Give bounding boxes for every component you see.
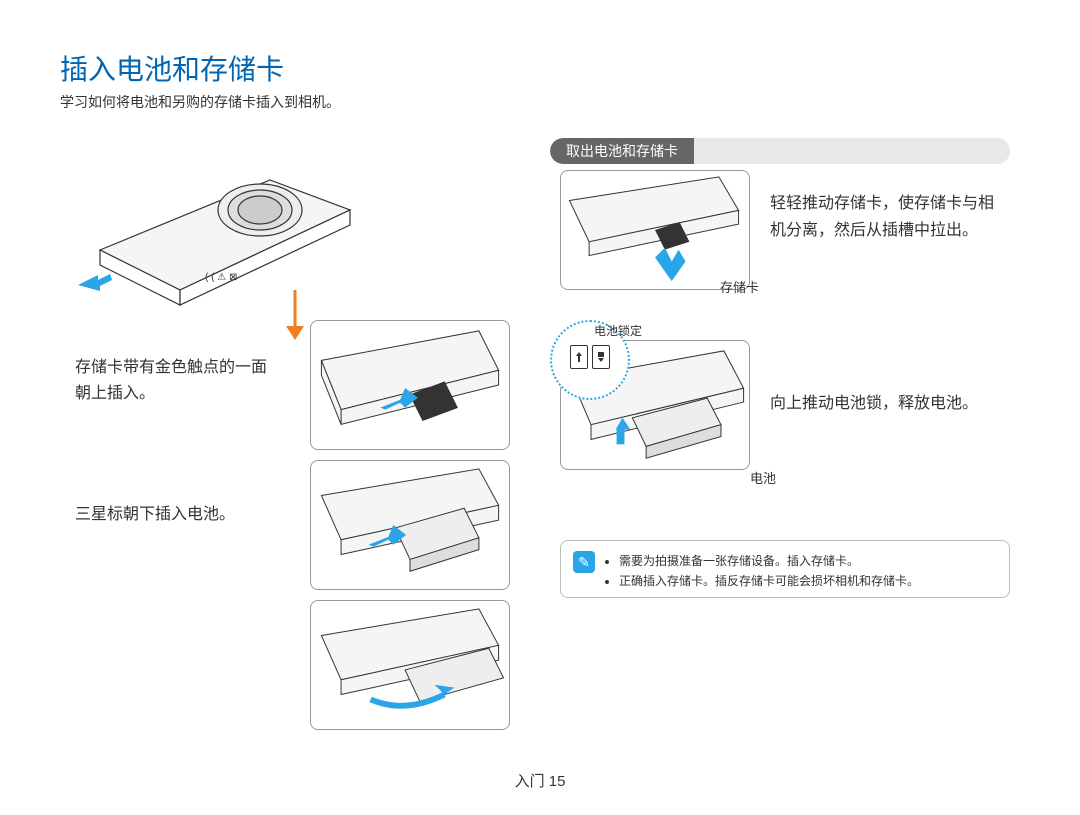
- section-header-bar: [694, 138, 1010, 164]
- note-item-1: 需要为拍摄准备一张存储设备。插入存储卡。: [619, 551, 919, 571]
- inset-card-insert: [310, 320, 510, 450]
- insert-card-line2: 朝上插入。: [75, 385, 155, 402]
- lock-icon: [592, 345, 610, 369]
- section-header-label: 取出电池和存储卡: [550, 138, 694, 164]
- footer-page: 15: [549, 773, 566, 790]
- note-box: ✎ 需要为拍摄准备一张存储设备。插入存储卡。 正确插入存储卡。插反存储卡可能会损…: [560, 540, 1010, 598]
- svg-text:( ( ⚠ ⊠: ( ( ⚠ ⊠: [205, 272, 237, 283]
- page-footer: 入门 15: [0, 770, 1080, 791]
- label-memory-card: 存储卡: [720, 277, 759, 296]
- insert-card-line1: 存储卡带有金色触点的一面: [75, 359, 267, 376]
- inset-remove-card: [560, 170, 750, 290]
- insert-card-instruction: 存储卡带有金色触点的一面 朝上插入。: [75, 355, 275, 406]
- insert-battery-instruction: 三星标朝下插入电池。: [75, 500, 275, 524]
- footer-section: 入门: [515, 773, 545, 790]
- remove-card-instruction: 轻轻推动存储卡，使存储卡与相机分离，然后从插槽中拉出。: [770, 190, 1000, 244]
- lock-icons: [570, 345, 610, 369]
- label-battery: 电池: [750, 468, 776, 487]
- camera-main-illustration: ( ( ⚠ ⊠: [70, 130, 370, 310]
- page-subtitle: 学习如何将电池和另购的存储卡插入到相机。: [60, 92, 340, 112]
- unlock-icon: [570, 345, 588, 369]
- section-header: 取出电池和存储卡: [550, 138, 1010, 164]
- page-title: 插入电池和存储卡: [60, 48, 284, 88]
- note-item-2: 正确插入存储卡。插反存储卡可能会损坏相机和存储卡。: [619, 571, 919, 591]
- label-battery-lock: 电池锁定: [594, 322, 642, 339]
- arrow-down-icon: [280, 290, 310, 340]
- inset-battery-insert: [310, 460, 510, 590]
- note-icon: ✎: [573, 551, 595, 573]
- remove-battery-instruction: 向上推动电池锁，释放电池。: [770, 390, 1000, 417]
- inset-close-cover: [310, 600, 510, 730]
- note-list: 需要为拍摄准备一张存储设备。插入存储卡。 正确插入存储卡。插反存储卡可能会损坏相…: [605, 551, 919, 587]
